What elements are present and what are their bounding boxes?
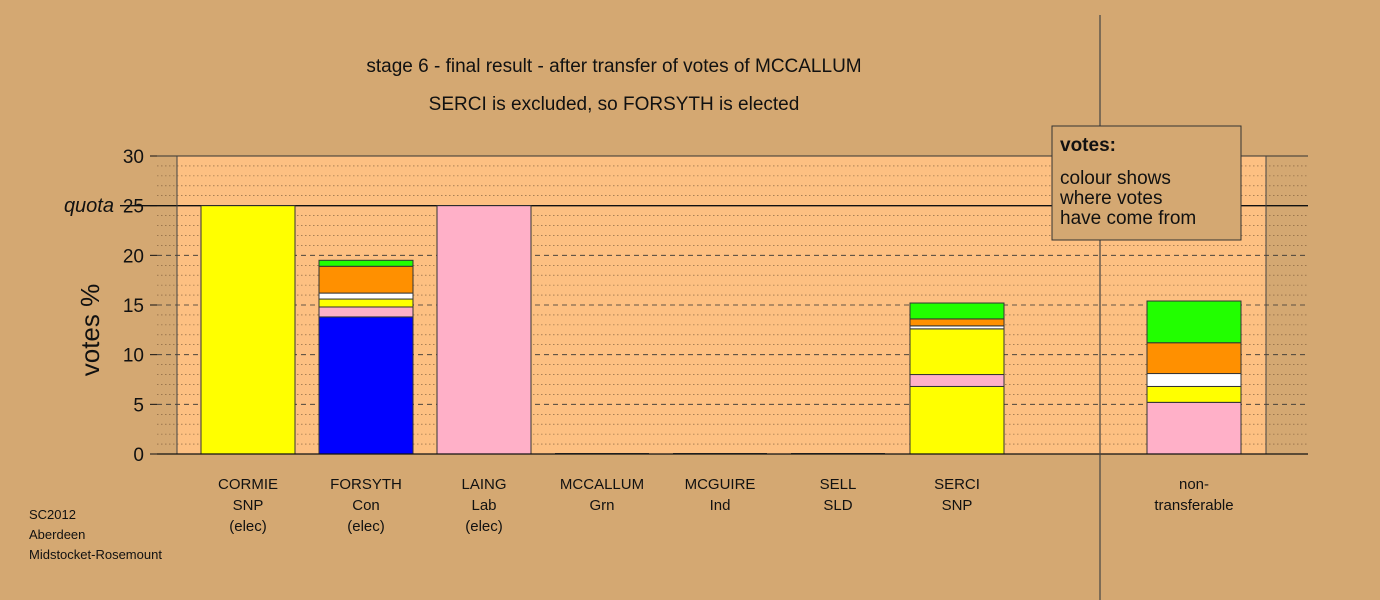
bar-segment [318,259,414,267]
legend-box [1051,125,1242,241]
y-axis-label: votes % [75,284,105,377]
bar-segment [909,385,1005,455]
bar-segment [318,265,414,294]
y-tick-label: 25 [123,197,144,218]
category-label: transferable [1154,497,1233,514]
category-label: Grn [589,497,614,514]
bar-segment [318,316,414,455]
bar-segment [909,318,1005,327]
category-label: Con [352,497,380,514]
category-label: SELL [820,476,857,493]
category-label: (elec) [229,518,267,535]
bar-segment [200,205,296,455]
category-label: FORSYTH [330,476,402,493]
legend: votes: colour shows where votes have com… [1051,125,1242,241]
legend-line: have come from [1060,208,1196,229]
category-label: SLD [823,497,852,514]
y-tick-label: 30 [123,147,144,168]
y-tick-label: 10 [123,346,144,367]
legend-line: colour shows [1060,168,1171,189]
bar-segment [909,328,1005,376]
bar-segment [318,306,414,318]
category-label: SERCI [934,476,980,493]
bar-segment [909,374,1005,387]
category-label: (elec) [465,518,503,535]
chart-subtitle: SERCI is excluded, so FORSYTH is elected [429,94,800,115]
category-label: SNP [942,497,973,514]
footer-line: Midstocket-Rosemount [29,547,162,562]
bar-segment [318,298,414,308]
category-label: non- [1179,476,1209,493]
bar-segment [1146,401,1242,455]
y-tick-label: 20 [123,246,144,267]
y-tick-label: 15 [123,296,144,317]
bar-segment [909,302,1005,320]
y-tick-label: 0 [133,445,144,466]
category-label: MCCALLUM [560,476,644,493]
chart-title: stage 6 - final result - after transfer … [366,56,861,77]
category-label: CORMIE [218,476,278,493]
footer-line: Aberdeen [29,527,85,542]
quota-label: quota [64,195,114,217]
footer-line: SC2012 [29,507,76,522]
bar-segment [1146,373,1242,387]
category-label: Lab [471,497,496,514]
bar-segment [1146,342,1242,375]
category-label: LAING [461,476,506,493]
category-label: MCGUIRE [685,476,756,493]
category-label: (elec) [347,518,385,535]
category-label: SNP [233,497,264,514]
legend-line: where votes [1059,188,1162,209]
category-label: Ind [710,497,731,514]
bar-segment [318,292,414,300]
bar-segment [1146,300,1242,344]
bar-segment [1146,385,1242,403]
y-tick-label: 5 [133,395,144,416]
legend-title: votes: [1060,135,1116,156]
bar-segment [436,205,532,455]
